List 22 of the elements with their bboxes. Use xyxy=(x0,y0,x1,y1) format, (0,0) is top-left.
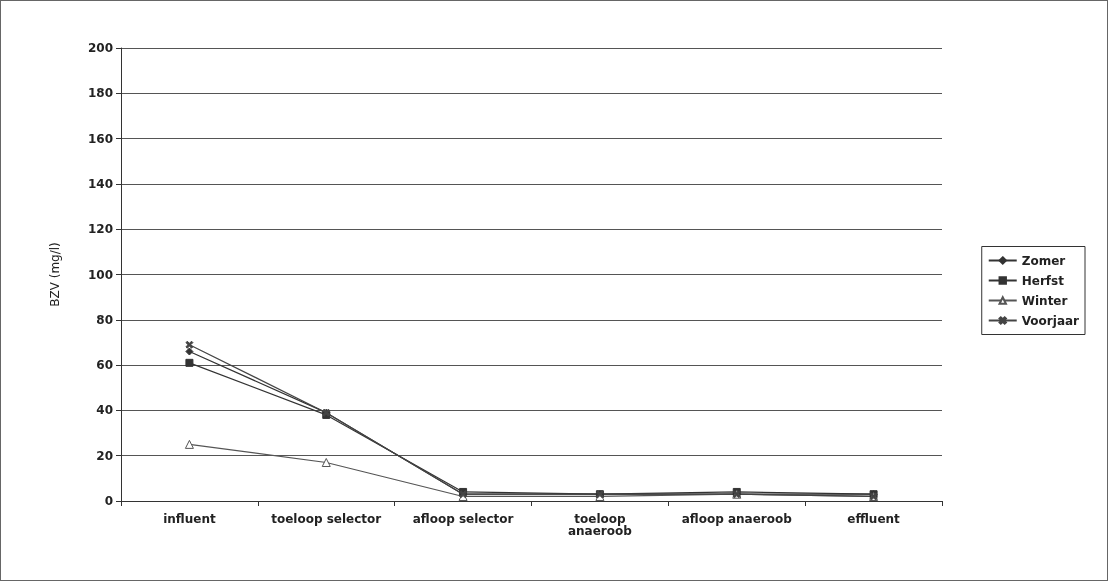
x-tick-label: effluent xyxy=(847,512,901,526)
y-tick-label: 180 xyxy=(87,86,113,101)
y-tick-label: 60 xyxy=(96,358,113,373)
legend-label: Voorjaar xyxy=(1021,313,1080,328)
y-tick-label: 160 xyxy=(87,131,113,146)
y-tick-label: 140 xyxy=(87,176,113,191)
y-tick-label: 120 xyxy=(87,222,113,237)
y-tick-label: 40 xyxy=(96,403,113,418)
y-tick-label: 20 xyxy=(96,448,113,463)
y-axis-title: BZV (mg/l) xyxy=(48,242,62,307)
x-tick-label: afloop selector xyxy=(412,512,514,526)
x-tick-label: toeloop anaeroob xyxy=(567,512,633,538)
x-tick-label: toeloop selector xyxy=(271,512,382,526)
y-tick-label: 80 xyxy=(96,312,113,327)
y-tick-label: 0 xyxy=(104,494,113,508)
x-tick-label: influent xyxy=(163,512,216,526)
legend-label: Winter xyxy=(1021,293,1068,308)
legend-label: Herfst xyxy=(1021,273,1065,288)
x-tick-label: afloop anaeroob xyxy=(681,512,793,526)
legend-label: Zomer xyxy=(1021,253,1066,268)
y-tick-label: 100 xyxy=(87,267,113,282)
y-tick-label: 200 xyxy=(87,41,113,55)
